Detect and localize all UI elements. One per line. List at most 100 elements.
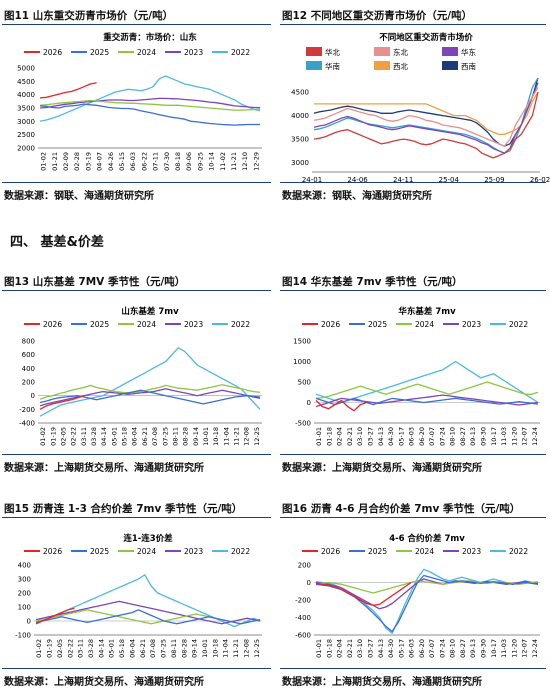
x-tick-label: 07-25: [160, 639, 168, 658]
x-tick-label: 10-17: [490, 639, 498, 658]
legend-label: 2026: [43, 320, 62, 329]
legend-label: 2026: [321, 547, 340, 556]
x-tick-label: 05-17: [397, 639, 405, 658]
y-tick-label: 3000: [17, 118, 35, 126]
x-tick-label: 11-02: [219, 152, 227, 171]
x-tick-label: 09-14: [191, 639, 199, 658]
y-tick-label: 100: [18, 604, 31, 612]
figure-label: 图15 沥青连 1-3 合约价差 7mv 季节性（元/吨）: [4, 503, 243, 515]
y-tick-label: -400: [295, 614, 311, 622]
y-tick-label: 5000: [17, 65, 35, 73]
x-tick-label: 09-25: [196, 152, 204, 171]
series-line-2023: [315, 394, 539, 408]
legend-label: 2025: [368, 547, 387, 556]
series-line-西南: [313, 77, 539, 147]
chart-panel-12: 图12 不同地区重交沥青市场价（元/吨） 数据来源：钢联、海通期货研究所 不同地区重…: [278, 0, 550, 210]
y-tick-label: 4000: [17, 91, 35, 99]
chart-svg: 4-6 合约价差 7mv 2026 2025 2024 2023 2022 -600 -400…: [295, 533, 540, 658]
x-tick-label: 08-28: [182, 427, 190, 446]
x-tick-label: 25-09: [484, 176, 504, 184]
series-line-华东: [313, 82, 539, 154]
x-tick-label: 08-27: [459, 427, 467, 446]
x-tick-label: 02-28: [73, 152, 81, 171]
legend-label: 2025: [90, 320, 109, 329]
x-tick-label: 08-11: [171, 427, 179, 446]
legend-label: 2025: [90, 48, 109, 57]
x-tick-label: 06-20: [418, 427, 426, 446]
legend-swatch: [442, 61, 458, 70]
chart-panel-16: 图16 沥青 4-6 月合约价差 7mv 季节性（元/吨） 数据来源：上海期货交易…: [278, 493, 550, 693]
y-tick-label: 1500: [293, 338, 311, 346]
legend-label: 西北: [393, 62, 408, 71]
x-tick-label: 11-04: [222, 639, 230, 658]
legend-label: 西南: [461, 61, 476, 71]
series-line-2024: [39, 99, 261, 111]
x-tick-label: 08-10: [449, 427, 457, 446]
x-tick-label: 12-25: [253, 427, 261, 446]
legend-label: 华东: [461, 47, 476, 57]
x-tick-label: 01-18: [325, 639, 333, 658]
legend-label: 2025: [90, 547, 109, 556]
x-tick-label: 05-01: [110, 427, 118, 446]
x-tick-label: 26-02: [530, 176, 550, 184]
series-line-华北: [313, 91, 539, 159]
x-tick-label: 01-02: [35, 639, 43, 658]
x-tick-label: 02-05: [59, 427, 67, 446]
figure-rule: [280, 182, 546, 183]
x-tick-label: 03-28: [90, 427, 98, 446]
series-line-2025: [39, 389, 261, 405]
legend-label: 2023: [184, 320, 203, 329]
legend-swatch: [374, 61, 390, 70]
figure-rule: [2, 454, 271, 455]
series-line-2024: [39, 384, 261, 400]
figure-rule: [2, 182, 271, 183]
figure-rule: [2, 668, 271, 669]
legend-label: 2023: [462, 547, 481, 556]
x-tick-label: 11-20: [510, 427, 518, 446]
legend-label: 2023: [184, 547, 203, 556]
y-tick-label: 2500: [17, 131, 35, 139]
figure-rule: [280, 668, 546, 669]
x-tick-label: 02-22: [66, 639, 74, 658]
figure-label: 图11 山东重交沥青市场价（元/吨）: [4, 10, 174, 22]
series-line-2025: [315, 397, 539, 406]
x-tick-label: 05-17: [397, 427, 405, 446]
legend-swatch: [306, 61, 322, 70]
x-tick-label: 02-22: [70, 427, 78, 446]
figure-label: 图12 不同地区重交沥青市场价（元/吨）: [282, 10, 473, 22]
y-tick-label: -200: [19, 406, 35, 414]
x-tick-label: 03-11: [77, 639, 85, 658]
y-tick-label: -400: [19, 420, 35, 428]
x-tick-label: 02-04: [336, 427, 344, 446]
figure-label: 图14 华东基差 7mv 季节性（元/吨）: [282, 276, 463, 288]
x-tick-label: 04-13: [377, 639, 385, 658]
x-tick-label: 06-03: [408, 427, 416, 446]
series-line-东北: [313, 87, 539, 147]
chart-panel-11: 图11 山东重交沥青市场价（元/吨） 数据来源：钢联、海通期货研究所 重交沥青：市场…: [0, 0, 275, 210]
legend-label: 2022: [231, 48, 250, 57]
x-tick-label: 11-21: [232, 639, 240, 658]
x-tick-label: 12-24: [531, 639, 539, 658]
figure-rule: [280, 517, 546, 518]
x-tick-label: 05-15: [118, 152, 126, 171]
y-tick-label: 0: [307, 399, 311, 407]
x-tick-label: 07-30: [163, 152, 171, 171]
x-tick-label: 12-29: [252, 152, 260, 171]
figure-rule: [280, 24, 546, 25]
y-tick-label: 4500: [17, 78, 35, 86]
x-tick-label: 07-24: [438, 427, 446, 446]
figure-label: 图16 沥青 4-6 月合约价差 7mv 季节性（元/吨）: [282, 503, 521, 515]
x-tick-label: 03-10: [356, 639, 364, 658]
series-line-2022: [39, 347, 261, 417]
x-tick-label: 05-18: [121, 427, 129, 446]
x-tick-label: 09-06: [185, 152, 193, 171]
x-tick-label: 04-30: [387, 427, 395, 446]
x-tick-label: 09-14: [192, 427, 200, 446]
x-tick-label: 04-14: [100, 427, 108, 446]
legend-label: 2024: [137, 547, 156, 556]
chart-svg: 山东基差 7mv 2026 2025 2024 2023 2022 -400 -200 0 200…: [19, 306, 262, 446]
x-tick-label: 10-01: [202, 427, 210, 446]
x-tick-label: 07-11: [152, 152, 160, 171]
legend-label: 2024: [137, 48, 156, 57]
